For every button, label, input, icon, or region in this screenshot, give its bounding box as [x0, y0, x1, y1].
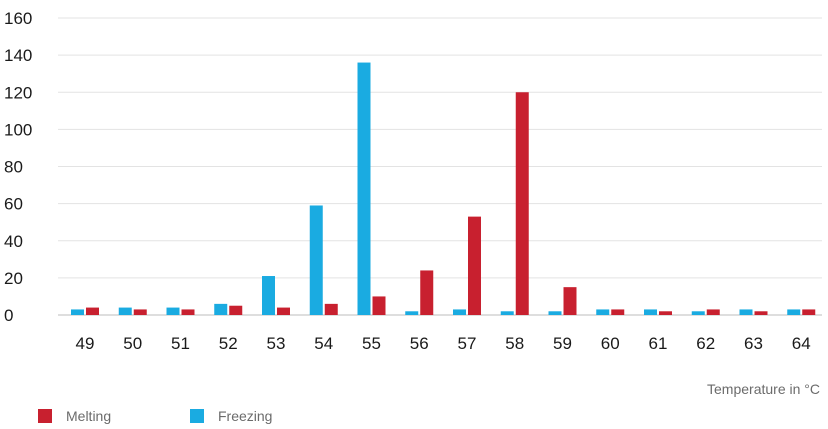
legend-label-freezing: Freezing: [218, 408, 272, 424]
bar-freezing-61: [644, 309, 657, 315]
x-tick-label: 59: [553, 334, 572, 353]
y-tick-label: 80: [4, 158, 23, 177]
bar-melting-57: [468, 216, 481, 315]
bar-melting-62: [706, 309, 720, 315]
legend-swatch-melting: [38, 409, 52, 423]
x-tick-label: 49: [76, 334, 95, 353]
x-tick-label: 60: [601, 334, 620, 353]
x-axis-ticks: 49 50 51 52 53 54 55 56 57 58 59 60 61 62 63 64: [76, 334, 811, 353]
x-tick-label: 63: [744, 334, 763, 353]
bar-melting-58: [515, 92, 529, 315]
bar-melting-55: [372, 296, 386, 315]
x-axis-label: Temperature in °C: [707, 381, 820, 397]
x-tick-label: 61: [649, 334, 668, 353]
bar-freezing-62: [691, 311, 705, 315]
y-tick-label: 120: [4, 83, 32, 102]
y-tick-label: 20: [4, 269, 23, 288]
bar-melting-61: [659, 311, 672, 315]
bar-freezing-53: [262, 276, 275, 315]
bar-melting-59: [563, 287, 577, 315]
bar-freezing-49: [71, 309, 84, 315]
x-tick-label: 54: [314, 334, 333, 353]
x-tick-label: 51: [171, 334, 190, 353]
y-tick-label: 100: [4, 120, 32, 139]
bar-melting-53: [277, 307, 290, 315]
y-tick-label: 60: [4, 195, 23, 214]
bar-freezing-60: [596, 309, 610, 315]
bar-freezing-56: [405, 311, 419, 315]
x-tick-label: 55: [362, 334, 381, 353]
bar-melting-63: [754, 311, 768, 315]
x-tick-label: 58: [505, 334, 524, 353]
y-tick-label: 140: [4, 46, 32, 65]
bar-melting-50: [133, 309, 147, 315]
x-tick-label: 56: [410, 334, 429, 353]
bar-melting-51: [181, 309, 195, 315]
x-tick-label: 53: [267, 334, 286, 353]
bar-freezing-50: [118, 307, 132, 315]
bar-melting-64: [802, 309, 816, 315]
y-tick-label: 40: [4, 232, 23, 251]
bar-freezing-51: [166, 307, 180, 315]
bar-melting-54: [324, 303, 338, 315]
legend-swatch-freezing: [190, 409, 204, 423]
bars: [71, 62, 816, 315]
x-tick-label: 52: [219, 334, 238, 353]
bar-freezing-52: [214, 303, 228, 315]
bar-freezing-59: [548, 311, 562, 315]
bar-freezing-58: [500, 311, 514, 315]
bar-melting-56: [420, 270, 434, 315]
x-tick-label: 64: [792, 334, 811, 353]
y-tick-label: 0: [4, 306, 13, 325]
x-tick-label: 62: [696, 334, 715, 353]
x-tick-label: 50: [123, 334, 142, 353]
bar-melting-60: [611, 309, 625, 315]
x-tick-label: 57: [458, 334, 477, 353]
bar-melting-49: [86, 307, 99, 315]
legend-label-melting: Melting: [66, 408, 111, 424]
bar-freezing-55: [357, 62, 371, 315]
bar-freezing-63: [739, 309, 753, 315]
y-tick-label: 160: [4, 9, 32, 28]
bar-freezing-57: [453, 309, 466, 315]
legend: Melting Freezing: [38, 408, 272, 424]
bar-melting-52: [229, 305, 243, 315]
grid-lines: [58, 17, 822, 316]
bar-freezing-54: [309, 205, 323, 315]
bar-freezing-64: [787, 309, 801, 315]
y-axis-ticks: 0 20 40 60 80 100 120 140 160: [4, 9, 32, 325]
